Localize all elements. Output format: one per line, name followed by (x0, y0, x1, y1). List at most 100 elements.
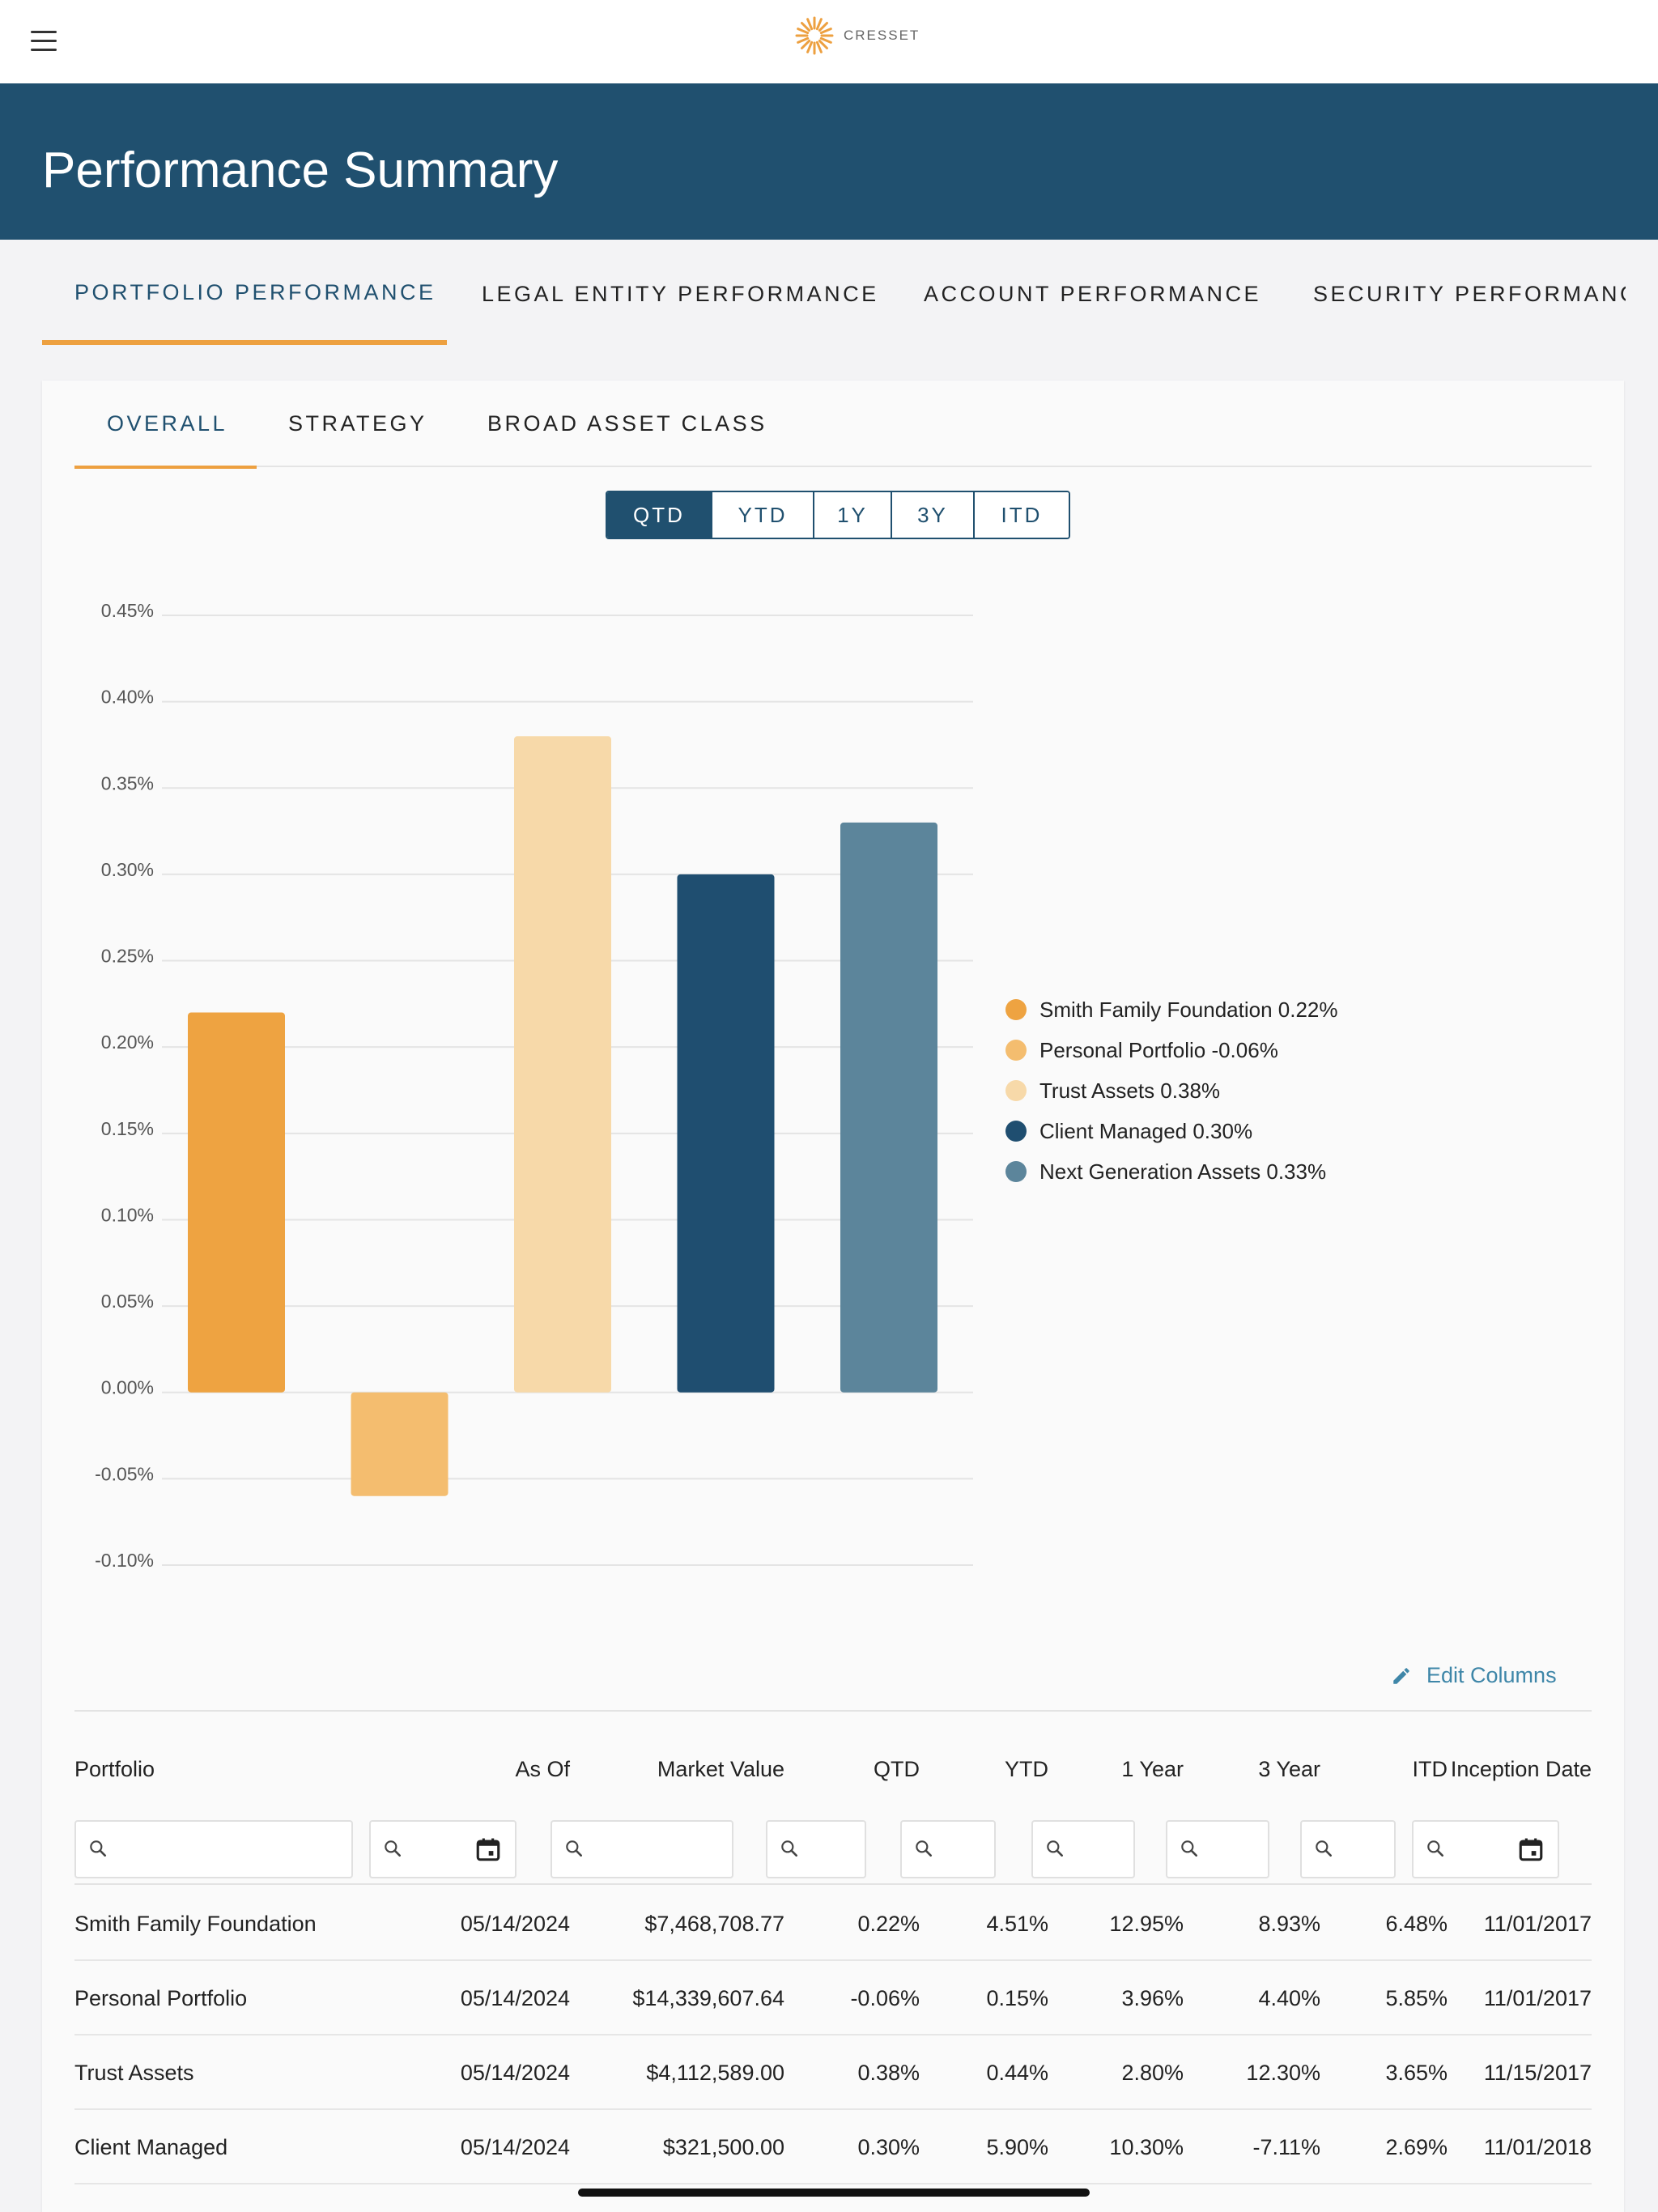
column-header-as-of[interactable]: As Of (515, 1757, 570, 1781)
table-cell: 3.96% (1121, 1986, 1184, 2010)
tab-account-performance[interactable]: ACCOUNT PERFORMANCE (924, 240, 1264, 348)
legend-label: Personal Portfolio -0.06% (1039, 1037, 1278, 1062)
tab-label: LEGAL ENTITY PERFORMANCE (482, 282, 879, 306)
y-tick-label: 0.00% (101, 1377, 154, 1398)
tab-security-performance[interactable]: SECURITY PERFORMANCE (1313, 240, 1626, 348)
table-cell: Personal Portfolio (74, 1986, 248, 2010)
bar-trust-assets[interactable] (514, 736, 611, 1393)
table-cell: 5.85% (1385, 1986, 1448, 2010)
search-icon (1425, 1838, 1446, 1863)
column-header-qtd[interactable]: QTD (874, 1757, 920, 1781)
table-cell: 05/14/2024 (460, 1986, 570, 2010)
cresset-logo[interactable]: CRESSET (793, 15, 920, 57)
table-cell: $4,112,589.00 (646, 2061, 784, 2085)
sun-logo-icon (795, 16, 834, 55)
filter-qtd-input[interactable] (766, 1820, 866, 1878)
filter-input-field[interactable] (408, 1830, 466, 1869)
legend-item[interactable]: Client Managed 0.30% (1005, 1111, 1338, 1151)
filter-input-field[interactable] (1339, 1830, 1386, 1869)
filter-market-value-input[interactable] (551, 1820, 733, 1878)
table-row[interactable]: Smith Family Foundation 05/14/2024 $7,468,… (74, 1887, 1592, 1961)
column-header-1-year[interactable]: 1 Year (1121, 1757, 1184, 1781)
legend-dot-icon (1005, 1080, 1027, 1101)
column-header-portfolio[interactable]: Portfolio (74, 1757, 155, 1781)
filter-input-field[interactable] (589, 1830, 724, 1869)
divider (74, 1710, 1592, 1712)
filter-1-year-input[interactable] (1031, 1820, 1135, 1878)
hamburger-menu-icon[interactable] (31, 31, 57, 52)
legend-item[interactable]: Smith Family Foundation 0.22% (1005, 989, 1338, 1030)
tab-legal-entity-performance[interactable]: LEGAL ENTITY PERFORMANCE (482, 240, 876, 348)
search-icon (1179, 1838, 1200, 1863)
tab-label: BROAD ASSET CLASS (487, 411, 767, 436)
bar-client-managed[interactable] (677, 874, 775, 1393)
tab-overall[interactable]: OVERALL (74, 381, 257, 469)
legend-dot-icon (1005, 1161, 1027, 1182)
legend-item[interactable]: Trust Assets 0.38% (1005, 1070, 1338, 1111)
table-row[interactable]: Client Managed 05/14/2024 $321,500.00 0.30%… (74, 2110, 1592, 2184)
table-cell: 05/14/2024 (460, 2061, 570, 2085)
top-app-bar: CRESSET (0, 0, 1658, 83)
table-row[interactable]: Personal Portfolio 05/14/2024 $14,339,607.… (74, 1961, 1592, 2035)
legend-label: Next Generation Assets 0.33% (1039, 1159, 1327, 1184)
table-cell: 12.95% (1109, 1912, 1184, 1936)
filter-input-field[interactable] (805, 1830, 857, 1869)
table-row[interactable]: Trust Assets 05/14/2024 $4,112,589.00 0.38%… (74, 2035, 1592, 2110)
filter-itd-input[interactable] (1300, 1820, 1396, 1878)
sub-tabs: OVERALL STRATEGY BROAD ASSET CLASS (74, 381, 1592, 469)
filter-input-field[interactable] (1070, 1830, 1125, 1869)
legend-item[interactable]: Personal Portfolio -0.06% (1005, 1030, 1338, 1070)
table-cell: 0.38% (857, 2061, 920, 2085)
column-header-3-year[interactable]: 3 Year (1258, 1757, 1320, 1781)
column-header-market-value[interactable]: Market Value (657, 1757, 784, 1781)
column-header-itd[interactable]: ITD (1412, 1757, 1448, 1781)
calendar-icon[interactable] (474, 1835, 502, 1868)
table-cell: Smith Family Foundation (74, 1912, 317, 1936)
bar-next-generation-assets[interactable] (840, 822, 937, 1393)
period-3y-button[interactable]: 3Y (892, 492, 975, 538)
chart-legend: Smith Family Foundation 0.22% Personal Po… (1005, 989, 1338, 1192)
y-tick-label: 0.35% (101, 772, 154, 793)
table-cell: 4.51% (986, 1912, 1048, 1936)
period-qtd-button[interactable]: QTD (607, 492, 712, 538)
legend-item[interactable]: Next Generation Assets 0.33% (1005, 1151, 1338, 1192)
y-tick-label: -0.10% (95, 1550, 154, 1571)
filter-as-of-input[interactable] (369, 1820, 517, 1878)
table-cell: 5.90% (986, 2135, 1048, 2159)
filter-input-field[interactable] (1205, 1830, 1260, 1869)
filter-input-field[interactable] (113, 1830, 343, 1869)
filter-inception-date-input[interactable] (1412, 1820, 1559, 1878)
filter-input-field[interactable] (939, 1830, 986, 1869)
table-cell: 12.30% (1246, 2061, 1320, 2085)
period-ytd-button[interactable]: YTD (712, 492, 814, 538)
tab-strategy[interactable]: STRATEGY (288, 381, 426, 467)
edit-columns-button[interactable]: Edit Columns (1391, 1663, 1557, 1688)
bar-chart: 0.45% 0.40% 0.35% 0.30% 0.25% 0.20% 0.15% 0.10%… (95, 600, 973, 1571)
logo-text: CRESSET (844, 28, 920, 43)
home-indicator (578, 2189, 1090, 2197)
table-cell: $7,468,708.77 (644, 1912, 784, 1936)
tab-label: OVERALL (107, 411, 228, 436)
table-cell: 4.40% (1258, 1986, 1320, 2010)
y-tick-label: 0.10% (101, 1204, 154, 1225)
period-itd-button[interactable]: ITD (975, 492, 1069, 538)
y-tick-label: 0.15% (101, 1118, 154, 1139)
period-1y-button[interactable]: 1Y (814, 492, 892, 538)
column-header-ytd[interactable]: YTD (1005, 1757, 1048, 1781)
table-cell: 8.93% (1258, 1912, 1320, 1936)
calendar-icon[interactable] (1517, 1835, 1545, 1868)
filter-3-year-input[interactable] (1166, 1820, 1269, 1878)
filter-ytd-input[interactable] (900, 1820, 996, 1878)
bar-smith-family-foundation[interactable] (188, 1012, 285, 1393)
column-header-inception-date[interactable]: Inception Date (1450, 1757, 1592, 1781)
filter-input-field[interactable] (1451, 1830, 1509, 1869)
table-cell: $14,339,607.64 (632, 1986, 784, 2010)
bar-personal-portfolio[interactable] (351, 1392, 449, 1496)
legend-dot-icon (1005, 1121, 1027, 1142)
table-cell: 11/01/2018 (1483, 2135, 1592, 2159)
tab-broad-asset-class[interactable]: BROAD ASSET CLASS (487, 381, 764, 467)
filter-portfolio-input[interactable] (74, 1820, 353, 1878)
tab-portfolio-performance[interactable]: PORTFOLIO PERFORMANCE (42, 240, 447, 348)
edit-columns-label: Edit Columns (1426, 1663, 1557, 1687)
search-icon (779, 1838, 800, 1863)
